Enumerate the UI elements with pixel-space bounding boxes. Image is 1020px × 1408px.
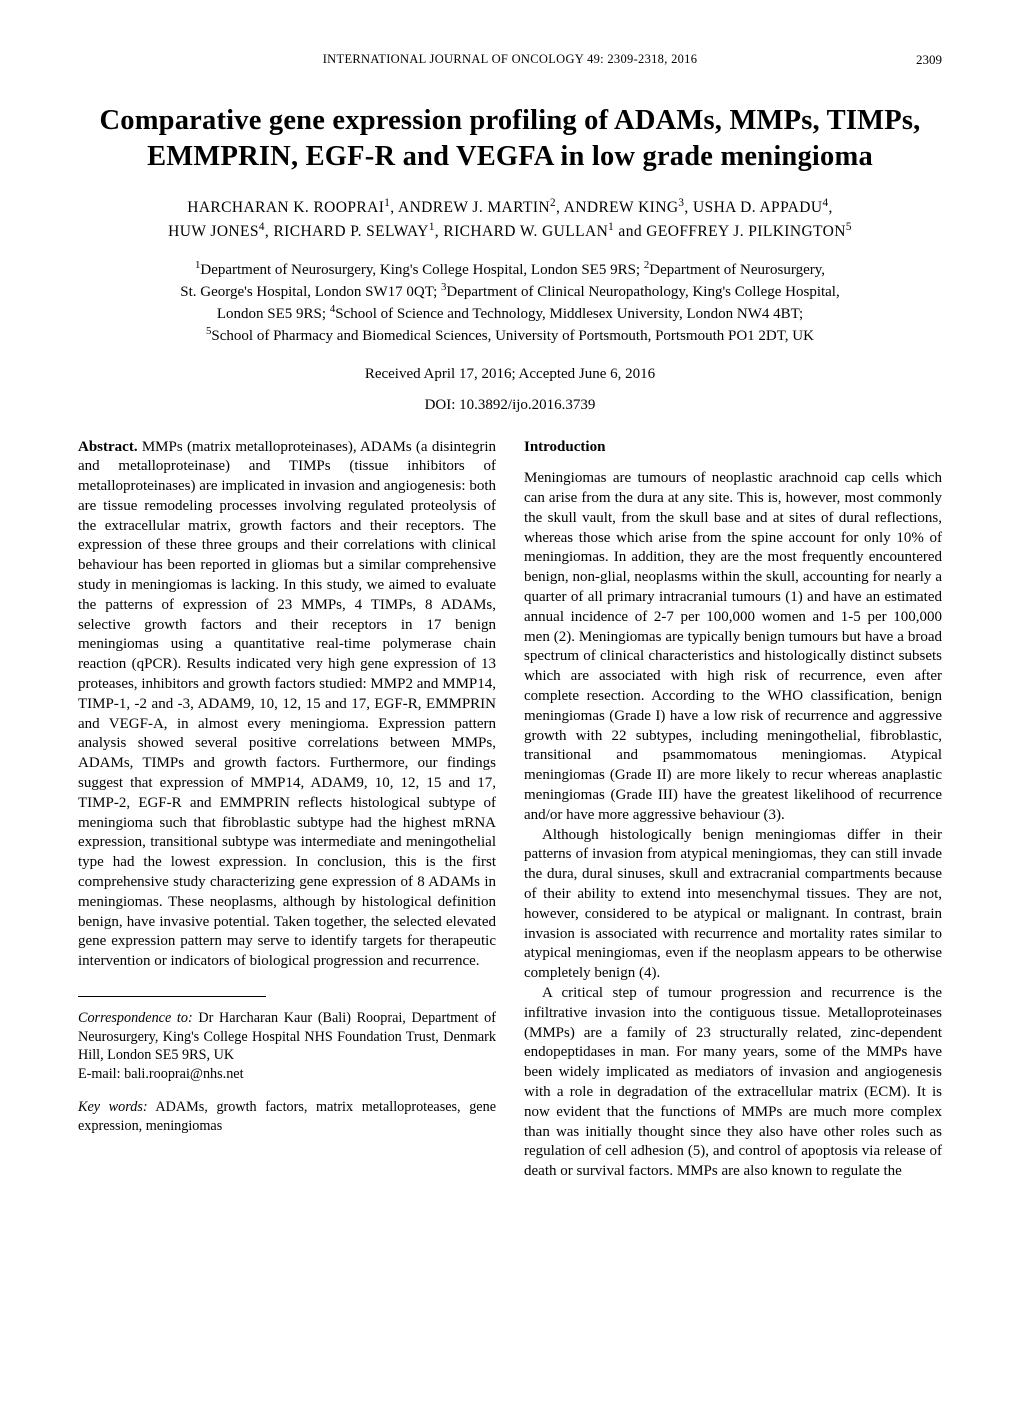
page-root: INTERNATIONAL JOURNAL OF ONCOLOGY 49: 23… — [0, 0, 1020, 1222]
author-5: HUW JONES — [168, 223, 259, 240]
intro-paragraph-1: Meningiomas are tumours of neoplastic ar… — [524, 469, 942, 825]
author-7: , RICHARD W. GULLAN — [435, 223, 608, 240]
article-title: Comparative gene expression profiling of… — [78, 103, 942, 174]
page-number: 2309 — [916, 52, 942, 68]
affil-sup-8: 5 — [846, 220, 852, 232]
correspondence-label: Correspondence to: — [78, 1010, 193, 1026]
keywords-label: Key words: — [78, 1099, 148, 1115]
divider-rule — [78, 996, 266, 997]
author-1: HARCHARAN K. ROOPRAI — [187, 199, 384, 216]
introduction-heading: Introduction — [524, 438, 942, 458]
correspondence-email: E-mail: bali.rooprai@nhs.net — [78, 1066, 244, 1082]
author-sep-2: , ANDREW KING — [556, 199, 678, 216]
author-sep-4: , — [828, 199, 832, 216]
affiliations-block: 1Department of Neurosurgery, King's Coll… — [78, 259, 942, 348]
author-sep-1: , ANDREW J. MARTIN — [390, 199, 550, 216]
affil-line-2: St. George's Hospital, London SW17 0QT; — [180, 284, 441, 300]
author-6: , RICHARD P. SELWAY — [265, 223, 429, 240]
body-columns: Abstract. MMPs (matrix metalloproteinase… — [78, 438, 942, 1182]
author-8: and GEOFFREY J. PILKINGTON — [614, 223, 846, 240]
title-line-2: EMMPRIN, EGF-R and VEGFA in low grade me… — [147, 141, 873, 172]
correspondence-block: Correspondence to: Dr Harcharan Kaur (Ba… — [78, 1009, 496, 1084]
abstract-body: MMPs (matrix metalloproteinases), ADAMs … — [78, 439, 496, 970]
article-doi: DOI: 10.3892/ijo.2016.3739 — [78, 397, 942, 414]
affil-text-3: Department of Clinical Neuropathology, K… — [446, 284, 839, 300]
intro-paragraph-3: A critical step of tumour progression an… — [524, 984, 942, 1182]
title-line-1: Comparative gene expression profiling of… — [99, 105, 920, 136]
author-sep-3: , USHA D. APPADU — [684, 199, 822, 216]
article-dates: Received April 17, 2016; Accepted June 6… — [78, 366, 942, 383]
keywords-block: Key words: ADAMs, growth factors, matrix… — [78, 1098, 496, 1135]
abstract-paragraph: Abstract. MMPs (matrix metalloproteinase… — [78, 438, 496, 973]
affil-line-3: London SE5 9RS; — [217, 306, 330, 322]
intro-paragraph-2: Although histologically benign meningiom… — [524, 826, 942, 984]
affil-text-5: School of Pharmacy and Biomedical Scienc… — [211, 328, 814, 344]
abstract-label: Abstract. — [78, 439, 138, 455]
affil-text-4: School of Science and Technology, Middle… — [335, 306, 803, 322]
authors-block: HARCHARAN K. ROOPRAI1, ANDREW J. MARTIN2… — [78, 196, 942, 243]
running-head: INTERNATIONAL JOURNAL OF ONCOLOGY 49: 23… — [78, 52, 942, 67]
affil-text-2: Department of Neurosurgery, — [649, 262, 825, 278]
affil-text-1: Department of Neurosurgery, King's Colle… — [200, 262, 643, 278]
